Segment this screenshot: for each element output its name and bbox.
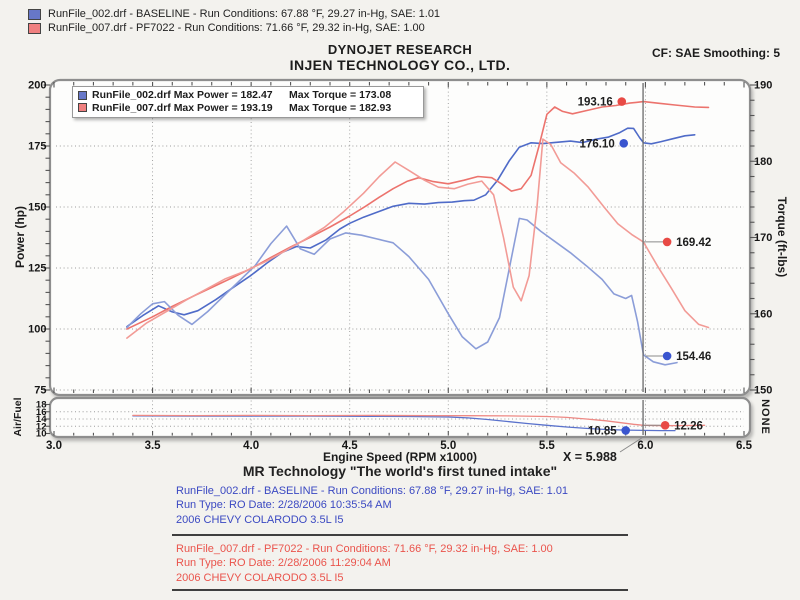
cursor-value-dot <box>621 426 631 435</box>
cursor-value-dot <box>619 139 629 148</box>
x-axis-title: Engine Speed (RPM x1000) <box>322 450 478 464</box>
run2-legend-row: RunFile_007.drf - PF7022 - Run Condition… <box>28 21 440 35</box>
svg-text:175: 175 <box>28 141 46 153</box>
run-conditions-legend: RunFile_002.drf - BASELINE - Run Conditi… <box>28 7 440 35</box>
axis-ticks <box>43 82 757 436</box>
cursor-value-label: 193.16 <box>578 97 613 109</box>
run-info-pf7022-conditions: RunFile_007.drf - PF7022 - Run Condition… <box>176 543 553 555</box>
none-axis-title: NONE <box>759 399 771 435</box>
svg-text:160: 160 <box>754 308 772 320</box>
af-series-baseline-af <box>132 415 676 432</box>
separator-line-2 <box>172 589 628 591</box>
svg-text:180: 180 <box>754 156 772 168</box>
af-gridlines <box>56 400 744 435</box>
cursor-value-label: 176.10 <box>580 138 615 150</box>
run-info-pf7022: RunFile_007.drf - PF7022 - Run Condition… <box>176 542 646 585</box>
max-values-row-pf7022: RunFile_007.drf Max Power = 193.19 Max T… <box>78 102 418 115</box>
max-values-row-baseline: RunFile_002.drf Max Power = 182.47 Max T… <box>78 89 418 102</box>
svg-text:10: 10 <box>36 429 47 440</box>
pf7022-max-power: RunFile_007.drf Max Power = 193.19 <box>92 101 273 114</box>
svg-text:14: 14 <box>36 414 47 425</box>
svg-text:125: 125 <box>28 263 46 275</box>
cursor-value-dot <box>660 421 670 430</box>
svg-text:100: 100 <box>28 324 46 336</box>
title-dynojet-research: DYNOJET RESEARCH <box>327 42 473 57</box>
run-info-baseline-vehicle: 2006 CHEVY COLARODO 3.5L I5 <box>176 513 344 526</box>
pf7022-max-torque: Max Torque = 182.93 <box>289 101 392 114</box>
axis-tick-labels: 2001751501251007519018017016015018161412… <box>28 80 772 453</box>
mr-technology-tagline: MR Technology "The world's first tuned i… <box>242 463 558 479</box>
pf7022-swatch-icon <box>78 103 87 113</box>
run1-color-swatch <box>28 8 41 20</box>
title-company: INJEN TECHNOLOGY CO., LTD. <box>289 57 511 73</box>
run1-legend-text: RunFile_002.drf - BASELINE - Run Conditi… <box>48 8 441 20</box>
svg-text:12: 12 <box>36 421 47 432</box>
cursor-x-readout: X = 5.988 <box>563 450 617 464</box>
main-chart-panel <box>48 78 752 397</box>
baseline-swatch-icon <box>78 90 87 100</box>
svg-text:16: 16 <box>36 407 47 418</box>
max-values-legend: RunFile_002.drf Max Power = 182.47 Max T… <box>72 86 424 118</box>
af-chart-panel <box>48 396 752 439</box>
af-series-pf7022-af <box>132 414 706 427</box>
cursor-value-label: 12.26 <box>674 420 703 432</box>
correction-smoothing-note: CF: SAE Smoothing: 5 <box>652 46 780 60</box>
baseline-max-power: RunFile_002.drf Max Power = 182.47 <box>92 89 273 102</box>
cursor-value-label: 10.85 <box>588 425 617 437</box>
run-info-pf7022-date: Run Type: RO Date: 2/28/2006 11:29:04 AM <box>176 557 391 570</box>
airfuel-axis-title: Air/Fuel <box>12 397 24 437</box>
svg-text:75: 75 <box>34 385 46 397</box>
svg-text:150: 150 <box>28 202 46 214</box>
run-info-pf7022-vehicle: 2006 CHEVY COLARODO 3.5L I5 <box>176 571 344 584</box>
run1-legend-row: RunFile_002.drf - BASELINE - Run Conditi… <box>28 7 440 21</box>
run2-color-swatch <box>28 22 41 34</box>
cursor-value-dot <box>662 237 672 247</box>
power-axis-title: Power (hp) <box>13 206 27 268</box>
run2-legend-text: RunFile_007.drf - PF7022 - Run Condition… <box>48 22 425 34</box>
separator-line-1 <box>172 534 628 536</box>
run-info-baseline-conditions: RunFile_002.drf - BASELINE - Run Conditi… <box>176 485 569 497</box>
svg-text:150: 150 <box>754 385 772 397</box>
series-baseline-torque <box>126 217 678 366</box>
cursor-value-dot <box>617 97 627 106</box>
run-info-baseline: RunFile_002.drf - BASELINE - Run Conditi… <box>176 484 646 527</box>
run-info-baseline-date: Run Type: RO Date: 2/28/2006 10:35:54 AM <box>176 499 392 512</box>
series-baseline-power <box>126 127 696 328</box>
svg-text:200: 200 <box>28 80 46 92</box>
main-gridlines <box>56 84 744 391</box>
torque-axis-title: Torque (ft-lbs) <box>775 196 789 278</box>
svg-text:170: 170 <box>754 232 772 244</box>
series-pf7022-power <box>126 100 710 330</box>
baseline-max-torque: Max Torque = 173.08 <box>289 89 392 102</box>
cursor-value-label: 169.42 <box>676 237 711 249</box>
series-pf7022-torque <box>126 138 710 339</box>
svg-text:18: 18 <box>36 400 47 411</box>
cursor-value-label: 154.46 <box>676 351 711 363</box>
cursor-value-dot <box>662 351 672 361</box>
svg-text:190: 190 <box>754 80 772 92</box>
